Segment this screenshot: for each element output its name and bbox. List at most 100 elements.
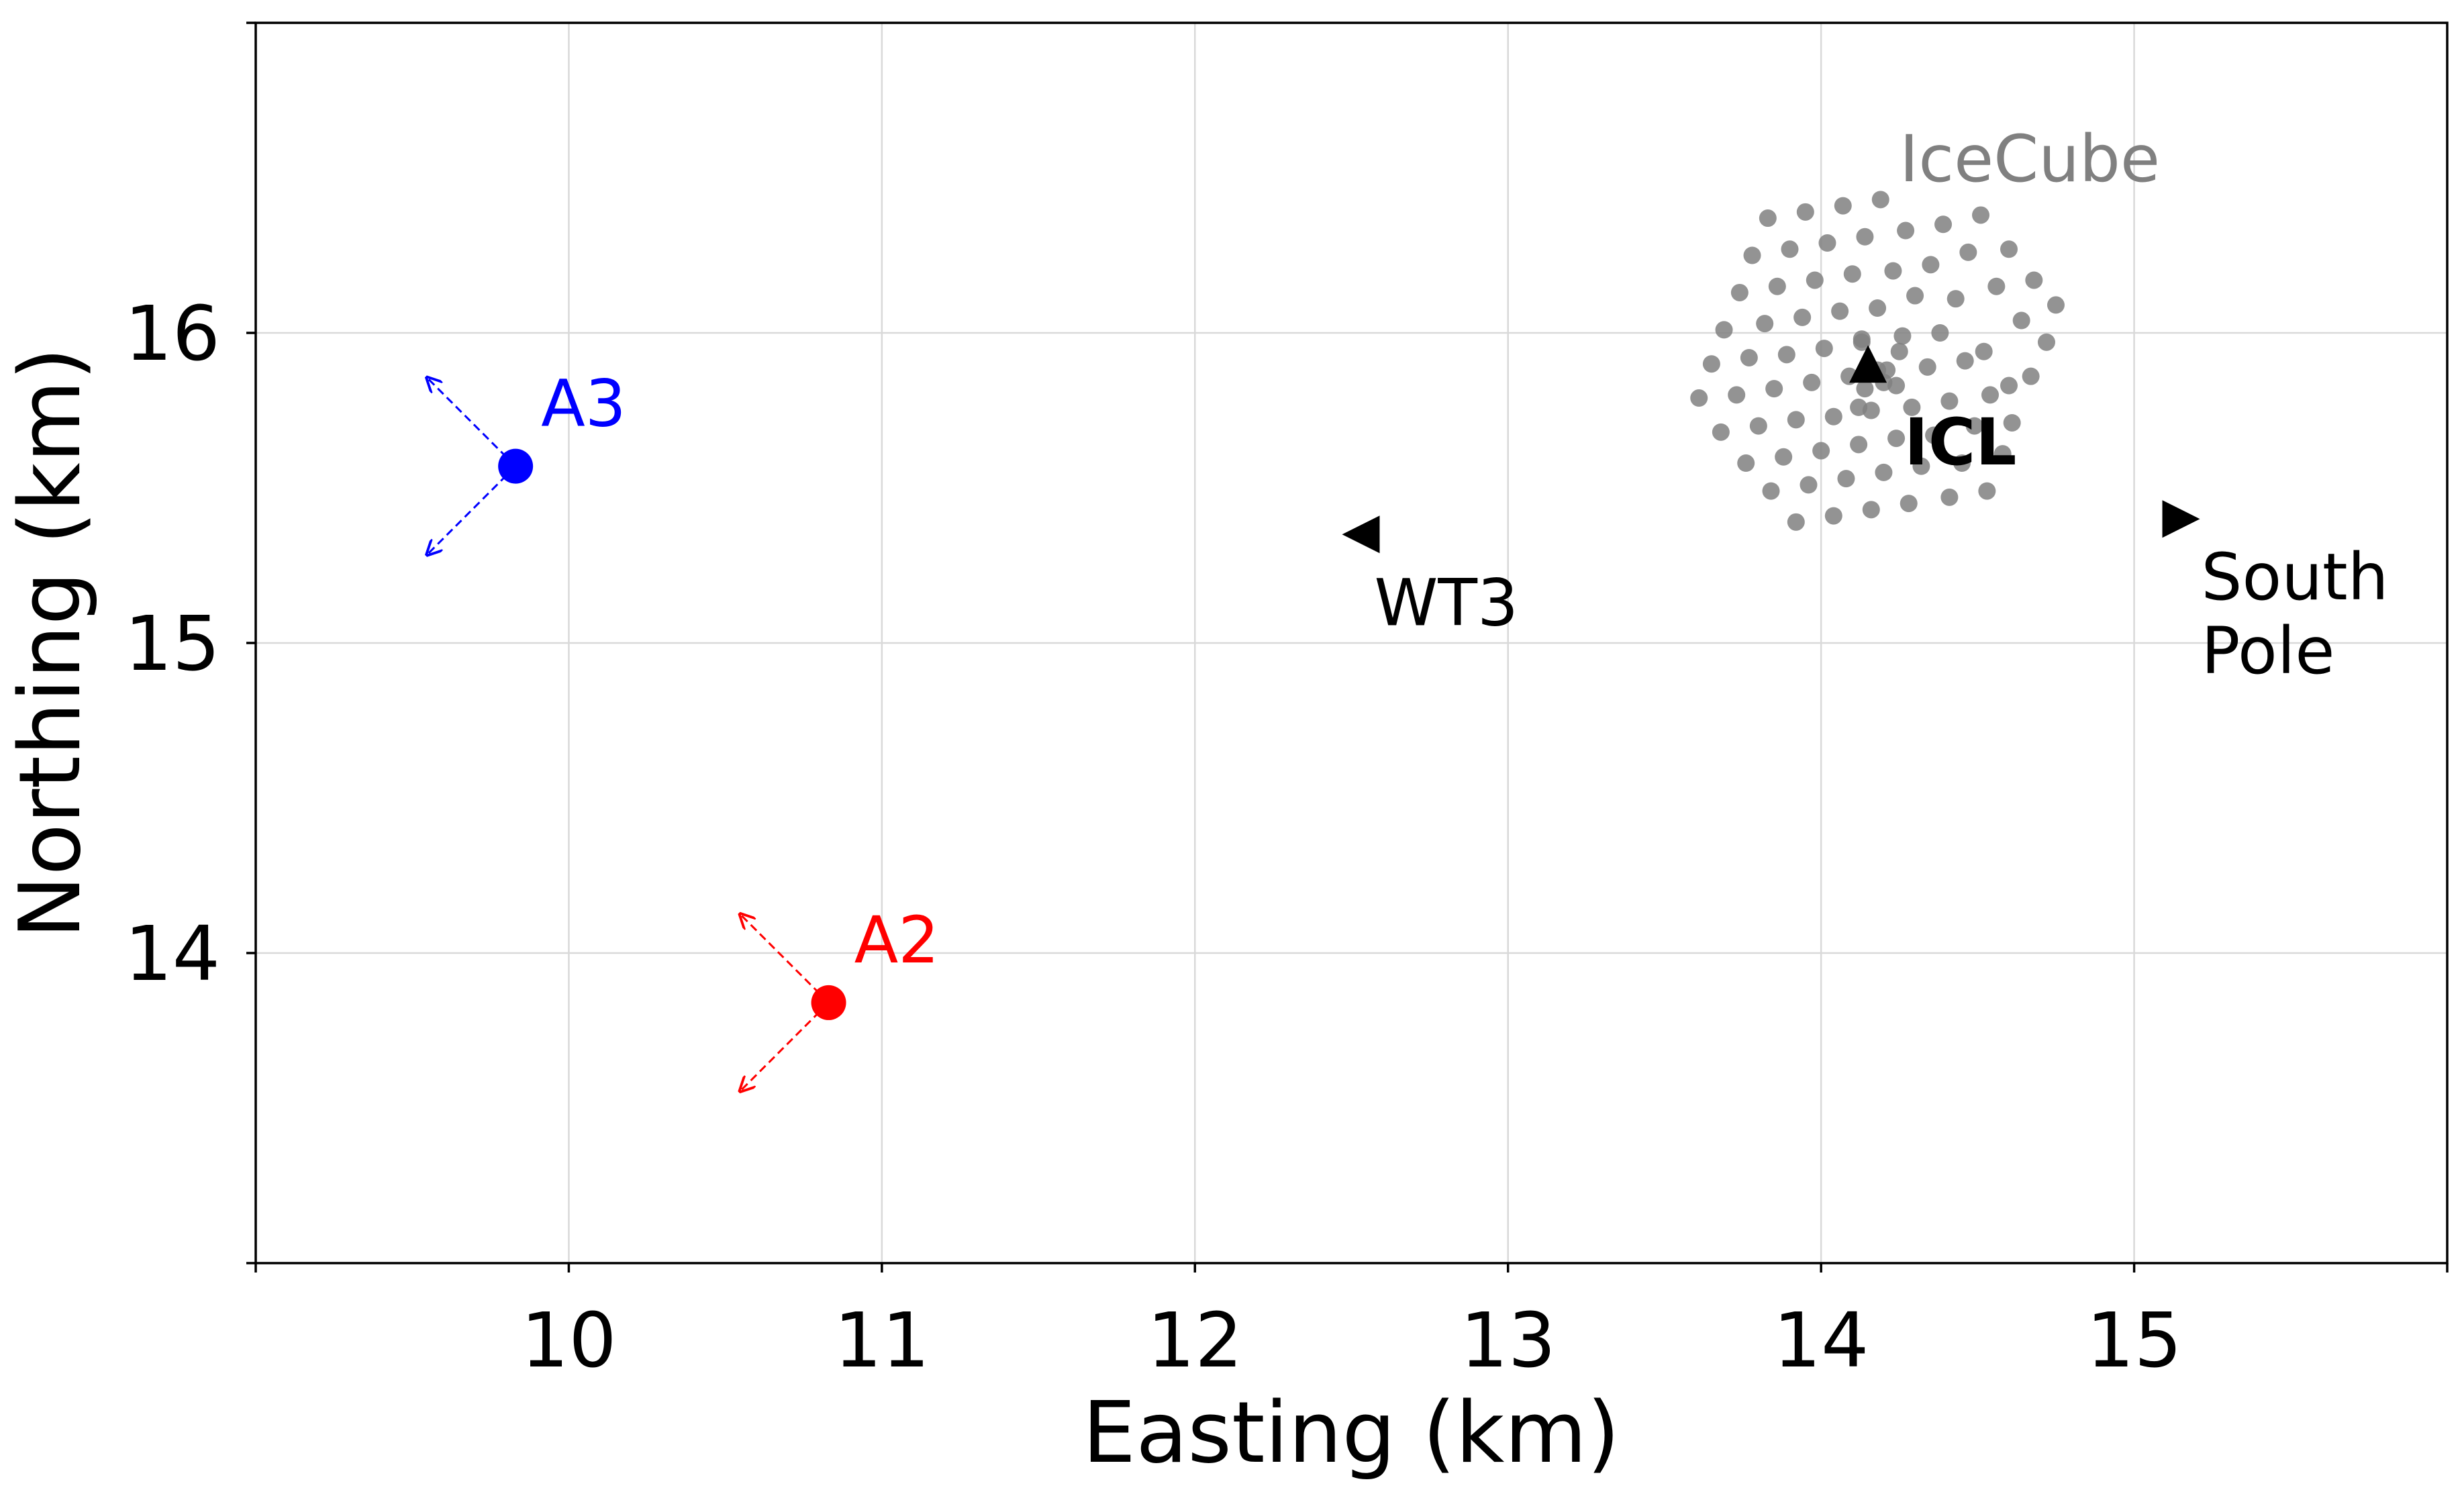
- icecube-string-marker: [1890, 342, 1908, 360]
- south-pole-label-line: Pole: [2202, 613, 2335, 689]
- orientation-arrow: [427, 378, 517, 467]
- icecube-string-marker: [2012, 311, 2030, 330]
- icecube-string-marker: [1906, 287, 1924, 305]
- wt3-marker: [1342, 515, 1380, 554]
- icecube-string-marker: [1987, 277, 2006, 295]
- icecube-string-marker: [1940, 488, 1959, 506]
- icecube-string-marker: [1837, 470, 1855, 488]
- icecube-string-marker: [1812, 442, 1830, 460]
- icecube-string-marker: [1912, 457, 1930, 475]
- icecube-string-marker: [1787, 513, 1805, 531]
- station-label: A3: [541, 366, 626, 442]
- icecube-string-marker: [1715, 321, 1733, 339]
- icecube-string-marker: [1712, 423, 1730, 441]
- icecube-string-marker: [1856, 380, 1874, 398]
- icecube-string-marker: [1850, 398, 1868, 416]
- icecube-string-marker: [2000, 240, 2018, 258]
- x-tick-label: 10: [521, 1297, 617, 1385]
- icecube-string-marker: [1831, 302, 1849, 320]
- y-tick-label: 14: [124, 911, 220, 998]
- grid-lines: [256, 23, 2447, 1263]
- icecube-string-marker: [1884, 262, 1902, 280]
- icecube-string-marker: [1903, 398, 1921, 416]
- orientation-arrow: [427, 465, 517, 555]
- icecube-string-marker: [1824, 407, 1842, 426]
- x-tick-label: 15: [2086, 1297, 2182, 1385]
- icecube-string-marker: [1931, 324, 1949, 342]
- icecube-string-marker: [1702, 355, 1720, 373]
- icecube-string-marker: [1834, 197, 1852, 215]
- icecube-string-marker: [1768, 277, 1786, 295]
- icecube-string-marker: [1953, 454, 1971, 472]
- icecube-string-marker: [1740, 348, 1758, 366]
- icecube-string-marker: [1925, 426, 1943, 444]
- icecube-string-marker: [1762, 482, 1780, 500]
- icecube-string-marker: [1728, 386, 1746, 404]
- icecube-string-marker: [2022, 367, 2040, 385]
- icecube-string-marker: [1818, 234, 1836, 252]
- icecube-string-marker: [1737, 454, 1755, 472]
- icl-marker: [1849, 345, 1887, 383]
- y-tick-label: 16: [124, 291, 220, 378]
- south-pole-marker: [2162, 500, 2200, 538]
- icecube-string-marker: [2003, 413, 2021, 432]
- icecube-string-marker: [1940, 392, 1959, 410]
- axis-ticks: 10 11 12 13 14 15 14 15 16: [124, 21, 2449, 1385]
- icecube-string-marker: [2037, 333, 2055, 351]
- icecube-string-marker: [1871, 191, 1889, 209]
- station-marker: [498, 448, 534, 484]
- icecube-string-marker: [1775, 448, 1793, 466]
- icecube-string-marker: [1824, 507, 1842, 525]
- icecube-string-marker: [2000, 377, 2018, 395]
- south-pole-label-line: South: [2202, 540, 2389, 615]
- icecube-string-marker: [1934, 215, 1953, 234]
- icecube-string-marker: [1875, 463, 1893, 481]
- icecube-string-marker: [1965, 417, 1983, 435]
- icecube-string-marker: [2047, 296, 2065, 314]
- icl-label: ICL: [1904, 405, 2016, 480]
- icecube-string-marker: [1690, 389, 1708, 407]
- icecube-string-marker: [1793, 308, 1812, 326]
- icecube-string-marker: [1993, 445, 2012, 463]
- antenna-orientation-arrows: [427, 378, 830, 1091]
- icecube-string-marker: [1759, 209, 1777, 228]
- x-tick-label: 14: [1773, 1297, 1869, 1385]
- icecube-string-marker: [1918, 358, 1936, 376]
- icecube-string-marker: [1978, 482, 1996, 500]
- station-label: A2: [854, 903, 940, 978]
- icecube-string-marker: [1787, 411, 1805, 429]
- x-axis-title: Easting (km): [1083, 1383, 1620, 1482]
- icecube-string-marker: [1869, 299, 1887, 317]
- icecube-string-marker: [1806, 271, 1824, 289]
- orientation-arrow: [740, 914, 830, 1003]
- icecube-string-marker: [1749, 417, 1767, 435]
- y-axis-title: Northing (km): [1, 347, 99, 938]
- icecube-string-marker: [1843, 265, 1861, 283]
- icecube-string-marker: [1781, 240, 1799, 258]
- icecube-string-marker: [1765, 380, 1783, 398]
- icecube-string-marker: [1756, 315, 1774, 333]
- y-tick-label: 15: [124, 601, 220, 688]
- stations: A3 A2: [498, 366, 939, 1020]
- x-tick-label: 12: [1147, 1297, 1243, 1385]
- icecube-string-marker: [2025, 271, 2043, 289]
- icecube-string-marker: [1850, 436, 1868, 454]
- orientation-arrow: [740, 1001, 830, 1091]
- icecube-string-marker: [1887, 377, 1906, 395]
- icecube-string-marker: [1777, 346, 1795, 364]
- station-marker: [811, 985, 846, 1020]
- icecube-string-marker: [1922, 256, 1940, 274]
- wt3-label: WT3: [1374, 565, 1518, 640]
- icecube-string-marker: [1972, 206, 1990, 224]
- icecube-string-marker: [1887, 430, 1906, 448]
- icecube-string-marker: [1803, 373, 1821, 391]
- icecube-string-marker: [1796, 203, 1814, 221]
- icecube-string-marker: [1856, 228, 1874, 246]
- icecube-string-marker: [1743, 246, 1761, 264]
- icecube-string-marker: [1900, 495, 1918, 513]
- icecube-string-marker: [1897, 221, 1915, 240]
- icecube-string-marker: [1956, 352, 1974, 370]
